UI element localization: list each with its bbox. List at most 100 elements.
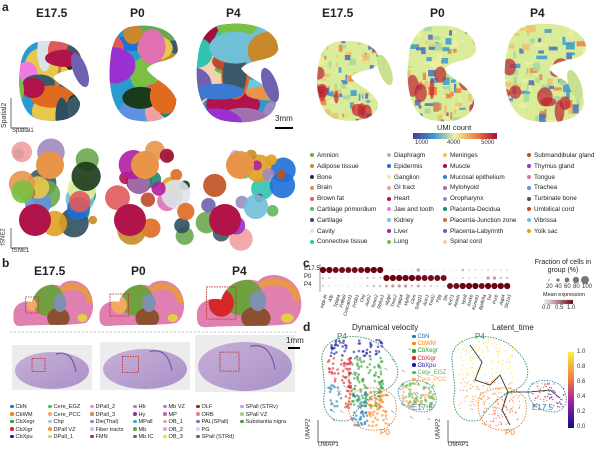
umi-patch: [414, 99, 421, 109]
umi-patch: [584, 116, 587, 122]
tissue-region: [21, 77, 45, 99]
cell-point: [558, 402, 560, 404]
dotplot-dot: [378, 284, 382, 288]
umi-patch: [369, 119, 372, 121]
legend-label: Mb: [138, 426, 147, 433]
cell-point: [484, 408, 486, 410]
umi-patch: [345, 74, 348, 80]
umi-patch: [526, 25, 536, 33]
expr-tick-1: 1.0: [567, 305, 576, 311]
cell-point: [357, 367, 360, 371]
umi-patch: [539, 74, 543, 81]
cell-point: [476, 349, 478, 351]
tsne-cluster: [11, 180, 35, 204]
cell-point: [477, 349, 479, 352]
umi-patch: [481, 59, 484, 65]
cell-point: [429, 391, 432, 394]
cell-point: [510, 387, 512, 389]
dotplot-dot: [358, 267, 365, 273]
umi-embryo-section: [504, 23, 592, 126]
legend-label: Heart: [394, 195, 410, 203]
legend-item: Hy: [133, 412, 145, 418]
legend-item: Cartilage: [310, 217, 343, 224]
legend-swatch: [163, 434, 167, 439]
cell-point: [368, 369, 372, 372]
cell-point: [337, 372, 340, 375]
legend-item: SPall (STRv): [240, 404, 278, 410]
legend-swatch: [387, 185, 391, 190]
cell-point: [476, 369, 478, 371]
label-e17-5: E17.5: [412, 403, 433, 412]
cell-point: [369, 341, 372, 345]
umi-patch: [551, 50, 556, 54]
velocity-title: Dynamical velocity: [352, 323, 419, 332]
cell-point: [329, 399, 333, 402]
cell-point: [465, 395, 468, 397]
velocity-arrow: [341, 354, 345, 357]
fraction-legend-dot: [581, 276, 589, 284]
cell-point: [548, 393, 550, 395]
cell-point: [374, 349, 378, 353]
umi-patch: [353, 72, 359, 77]
umi-high: [334, 90, 339, 104]
cell-point: [375, 423, 378, 427]
umi-patch: [523, 93, 530, 102]
dotplot-dot: [385, 284, 388, 288]
umi-patch: [539, 28, 548, 38]
cell-point: [510, 408, 512, 410]
cell-point: [373, 373, 376, 377]
tsne-cluster: [105, 185, 130, 211]
dotplot-dot: [391, 269, 394, 271]
cell-point: [357, 365, 361, 369]
umi-patch: [586, 119, 592, 126]
cell-point: [488, 350, 490, 353]
umi-patch: [415, 47, 423, 51]
legend-swatch: [163, 412, 167, 416]
cell-point: [479, 392, 481, 394]
umi-patch: [588, 43, 591, 51]
cell-point: [511, 410, 513, 412]
umi-patch: [443, 105, 447, 114]
umi-patch: [468, 94, 472, 101]
umi-patch: [455, 85, 462, 90]
umi-patch: [586, 28, 587, 36]
fraction-legend-tick: 40: [555, 284, 562, 290]
cell-point: [506, 416, 508, 418]
cell-point: [384, 422, 388, 425]
cell-point: [405, 399, 408, 403]
tissue-region: [196, 83, 245, 100]
umi-patch: [529, 38, 535, 44]
umi-patch: [588, 42, 592, 49]
cell-point: [485, 381, 487, 383]
legend-item: Epidermis: [387, 163, 422, 170]
velocity-arrow: [330, 401, 335, 405]
cell-point: [511, 394, 513, 396]
legend-item: DPall_1: [48, 434, 73, 440]
dotplot-dot: [468, 268, 471, 272]
cell-point: [365, 414, 369, 417]
umi-patch: [469, 61, 473, 69]
umi-patch: [348, 122, 350, 126]
umi-patch: [458, 68, 468, 74]
cell-point: [420, 402, 423, 406]
cell-point: [488, 387, 491, 389]
umi-patch: [526, 83, 530, 92]
cell-point: [381, 382, 385, 386]
cell-point: [458, 341, 460, 343]
cell-point: [457, 348, 459, 350]
cell-point: [472, 379, 475, 382]
legend-item: CbXegr: [412, 348, 438, 354]
label-p0: P0: [380, 428, 390, 437]
legend-item: Turbinate bone: [527, 195, 577, 202]
cell-point: [489, 425, 491, 427]
dotplot-dot: [415, 275, 422, 281]
cell-point: [563, 387, 565, 389]
cell-point: [359, 421, 363, 425]
tissue-region: [149, 78, 178, 115]
cell-point: [364, 391, 368, 394]
cell-point: [371, 420, 375, 424]
umi-patch: [478, 24, 486, 30]
umi-patch: [377, 92, 380, 97]
cell-point: [534, 399, 536, 402]
umi-patch: [444, 74, 449, 78]
